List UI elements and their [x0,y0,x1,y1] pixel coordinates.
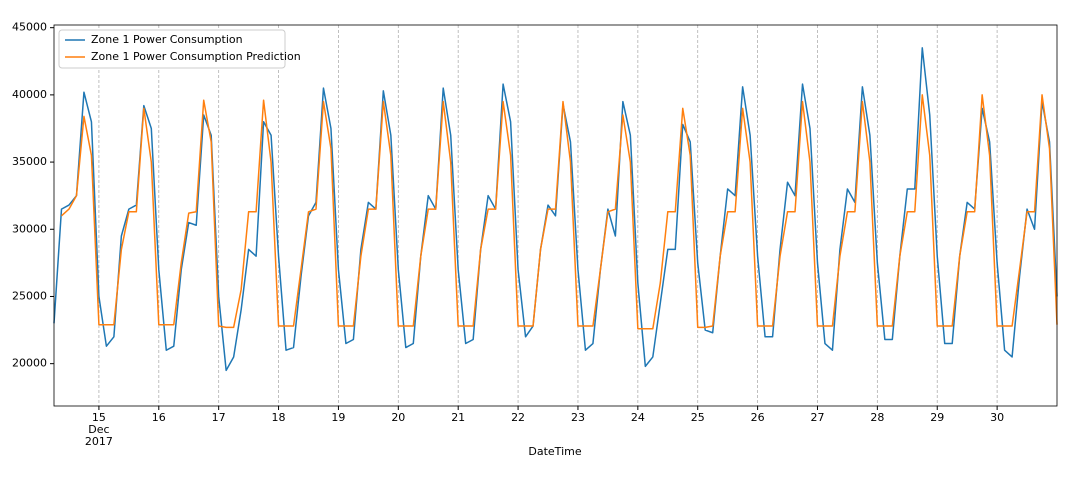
y-tick-label: 45000 [12,21,47,34]
x-tick-label: 25 [691,411,705,424]
x-tick-label: 17 [212,411,226,424]
x-tick-label: 26 [751,411,765,424]
x-tick-label: 24 [631,411,645,424]
x-tick-label: 21 [451,411,465,424]
legend-label: Zone 1 Power Consumption [91,33,243,46]
x-tick-label: 15 [92,411,106,424]
plot-frame [53,24,1058,407]
x-tick-label: 2017 [85,435,113,448]
x-tick-label: Dec [88,423,109,436]
series-line [53,47,1058,372]
y-tick-label: 35000 [12,155,47,168]
series-line [60,94,1058,330]
y-tick-label: 20000 [12,357,47,370]
x-tick-label: 16 [152,411,166,424]
x-tick-label: 30 [990,411,1004,424]
x-axis-label: DateTime [528,445,581,458]
y-tick-label: 25000 [12,289,47,302]
y-tick-label: 40000 [12,88,47,101]
x-tick-label: 28 [870,411,884,424]
x-tick-label: 20 [391,411,405,424]
x-tick-label: 27 [810,411,824,424]
legend-box [58,29,286,69]
y-tick-label: 30000 [12,222,47,235]
x-tick-label: 23 [571,411,585,424]
legend-label: Zone 1 Power Consumption Prediction [91,50,301,63]
legend: Zone 1 Power Consumption Zone 1 Power Con… [58,29,301,69]
x-tick-label: 29 [930,411,944,424]
x-tick-label: 18 [272,411,286,424]
x-tick-label: 19 [331,411,345,424]
x-tick-label: 22 [511,411,525,424]
